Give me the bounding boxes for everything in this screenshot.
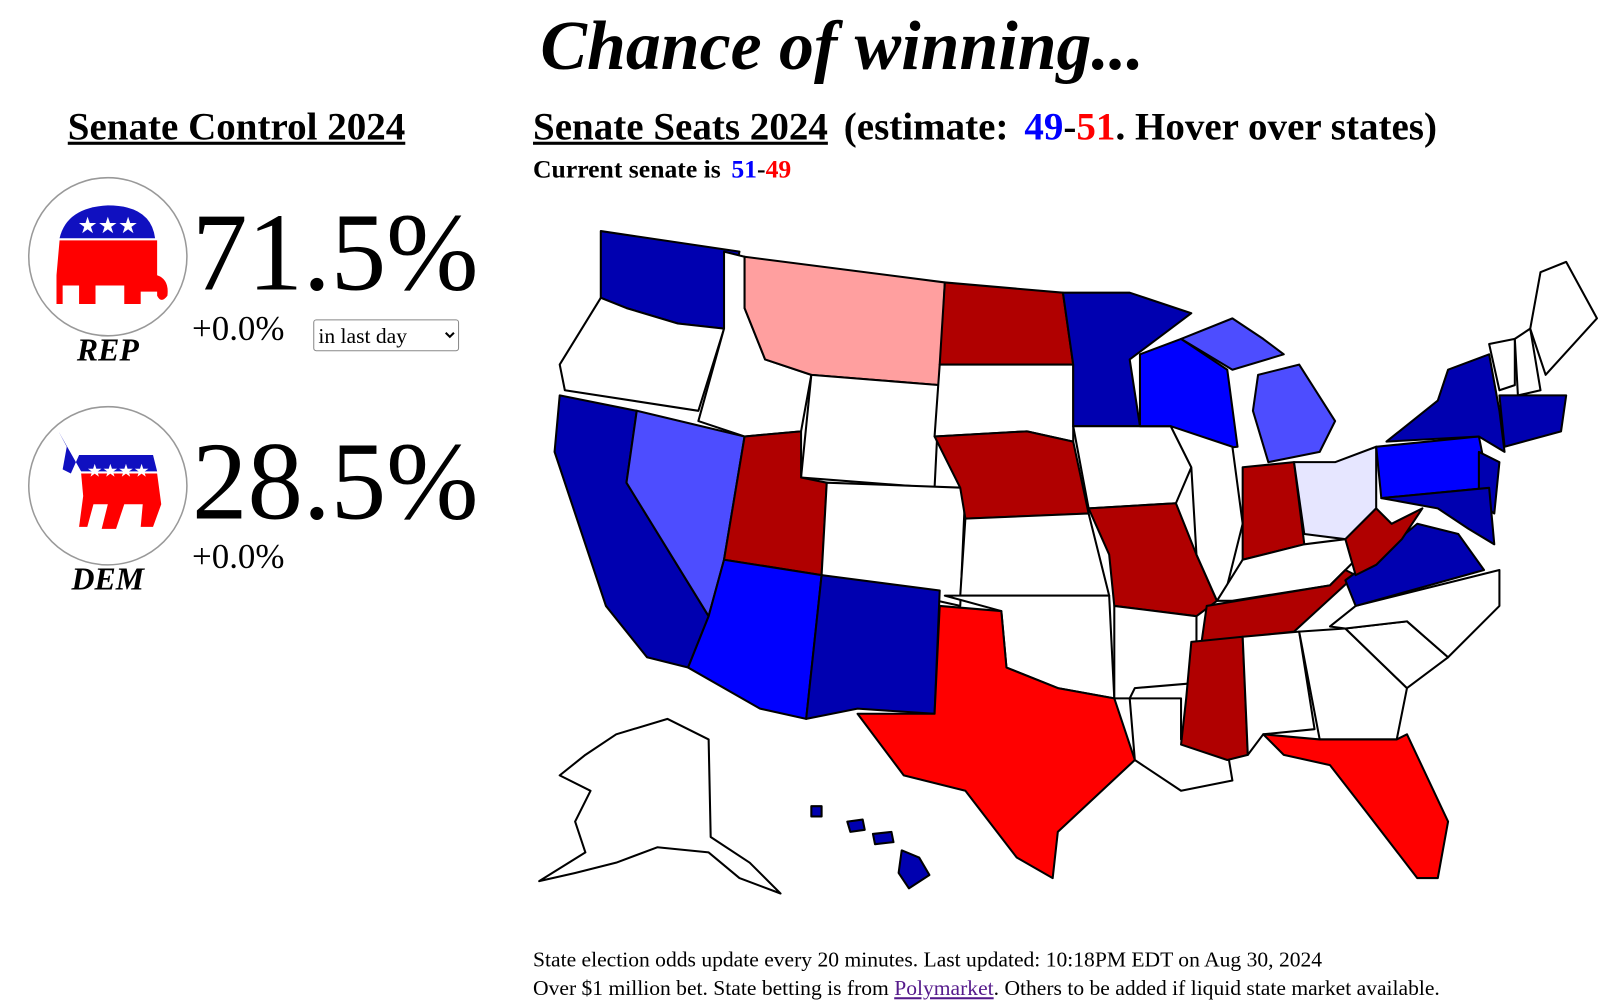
state[interactable] <box>1180 635 1249 762</box>
footer-text: Over $1 million bet. State betting is fr… <box>533 975 889 1001</box>
state[interactable] <box>1061 291 1193 428</box>
footer-line: Over $1 million bet. State betting is fr… <box>533 976 1440 1002</box>
estimate-suffix: . Hover over states) <box>1115 105 1437 149</box>
dem-logo: ★★★★ <box>27 405 188 566</box>
state[interactable] <box>1344 507 1424 577</box>
state[interactable] <box>1298 627 1409 741</box>
state[interactable] <box>933 363 1075 443</box>
svg-text:★★★: ★★★ <box>77 213 138 238</box>
state[interactable] <box>871 830 895 846</box>
estimate-prefix: (estimate: <box>843 105 1009 149</box>
polymarket-link[interactable]: Polymarket <box>894 975 994 1001</box>
state[interactable] <box>558 296 726 412</box>
dem-label: DEM <box>71 560 145 597</box>
dem-change: +0.0% <box>192 538 285 577</box>
period-select[interactable]: in last day <box>313 319 460 352</box>
dem-chance: 28.5% <box>192 421 479 544</box>
state[interactable] <box>846 818 866 833</box>
estimate-rep: 51 <box>1076 105 1116 149</box>
current-dem: 51 <box>731 156 758 184</box>
state[interactable] <box>938 281 1075 366</box>
state[interactable] <box>1498 394 1568 448</box>
svg-text:★★★★: ★★★★ <box>87 461 150 481</box>
footer-text: . Others to be added if liquid state mar… <box>993 975 1440 1001</box>
state[interactable] <box>1241 461 1306 561</box>
state[interactable] <box>897 849 931 890</box>
state[interactable] <box>1113 604 1198 700</box>
state[interactable] <box>1072 425 1193 510</box>
estimate-dem: 49 <box>1024 105 1064 149</box>
separator: - <box>757 156 766 184</box>
current-rep: 49 <box>765 156 792 184</box>
state[interactable] <box>1251 363 1337 464</box>
control-title: Senate Control 2024 <box>67 105 406 149</box>
rep-chance: 71.5% <box>192 192 479 315</box>
current-prefix: Current senate is <box>533 156 721 184</box>
state[interactable] <box>805 574 941 720</box>
states <box>538 230 1599 895</box>
state[interactable] <box>1262 733 1450 880</box>
state[interactable] <box>1529 260 1599 376</box>
footer-line: State election odds update every 20 minu… <box>533 946 1323 972</box>
state[interactable] <box>1385 353 1506 453</box>
rep-logo: ★★★ <box>27 176 188 337</box>
state[interactable] <box>856 604 1136 880</box>
state[interactable] <box>1380 486 1496 546</box>
state[interactable] <box>820 481 967 607</box>
state[interactable] <box>959 512 1111 597</box>
state[interactable] <box>1513 327 1542 397</box>
seats-title: Senate Seats 2024 <box>533 105 828 149</box>
rep-label: REP <box>76 331 139 368</box>
state[interactable] <box>538 717 782 895</box>
seats-heading: Senate Seats 2024 (estimate: 49-51. Hove… <box>533 105 1437 150</box>
rep-change: +0.0% <box>192 310 285 349</box>
us-map <box>538 230 1599 895</box>
current-senate: Current senate is 51-49 <box>533 156 791 185</box>
state[interactable] <box>1180 317 1285 371</box>
state[interactable] <box>800 373 941 489</box>
state[interactable] <box>810 805 823 818</box>
state[interactable] <box>1488 337 1516 392</box>
state[interactable] <box>1241 630 1316 756</box>
separator: - <box>1063 105 1077 149</box>
page-title: Chance of winning... <box>540 6 1144 85</box>
